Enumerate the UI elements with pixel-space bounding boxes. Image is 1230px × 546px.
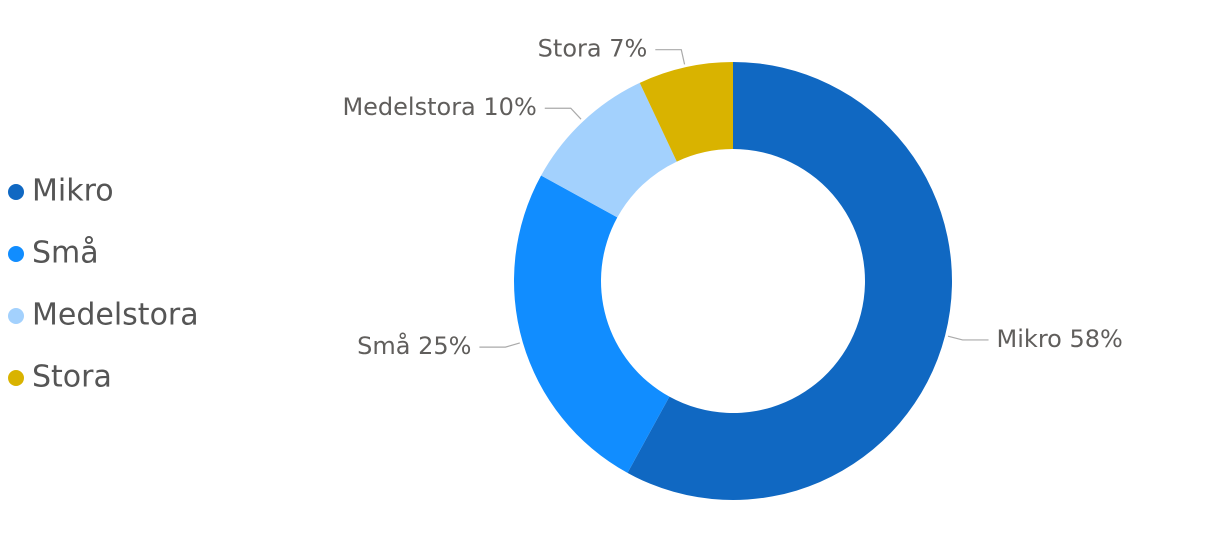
data-label-value: 25% [418, 332, 471, 360]
legend-label: Medelstora [32, 298, 199, 333]
data-label: Medelstora 10% [342, 93, 536, 121]
legend-label: Små [32, 236, 99, 271]
data-label-value: 58% [1069, 325, 1122, 353]
legend-label: Stora [32, 360, 112, 395]
data-label-value: 10% [483, 93, 536, 121]
data-label-value: 7% [609, 35, 647, 63]
data-label-category: Små [357, 331, 410, 360]
donut-slice [627, 62, 953, 500]
data-label-category: Medelstora [342, 93, 475, 121]
donut-slice [639, 62, 733, 162]
donut-slice [513, 175, 670, 473]
data-labels: Mikro 58% Små 25% Medelstora 10% Stora 7% [342, 35, 1122, 360]
legend: Mikro Små Medelstora Stora [8, 174, 199, 395]
data-label: Mikro 58% [997, 325, 1123, 353]
legend-marker [8, 184, 24, 200]
data-label-category: Mikro [997, 325, 1062, 353]
leader-line [655, 49, 686, 65]
donut [513, 62, 953, 500]
data-label: Små 25% [357, 331, 471, 360]
leader-line [947, 335, 989, 341]
legend-marker [8, 370, 24, 386]
leader-line [544, 107, 582, 120]
leader-line [479, 342, 520, 348]
legend-marker [8, 308, 24, 324]
data-label-category: Stora [538, 35, 602, 63]
legend-marker [8, 246, 24, 262]
legend-label: Mikro [32, 174, 114, 209]
data-label: Stora 7% [538, 35, 648, 63]
donut-slice [541, 82, 677, 218]
